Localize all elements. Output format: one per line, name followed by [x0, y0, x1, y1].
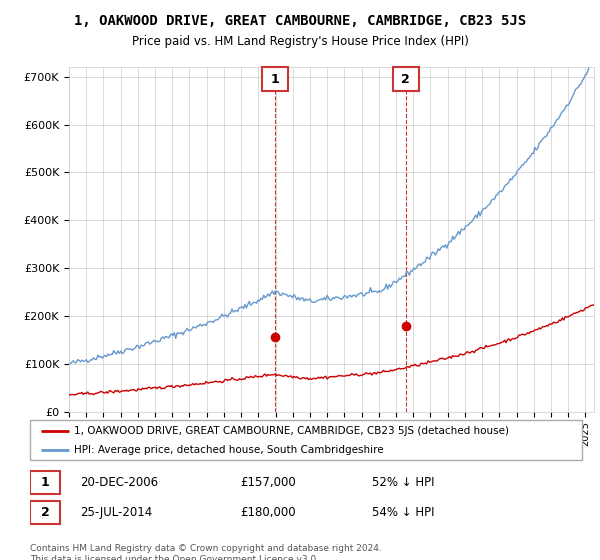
- FancyBboxPatch shape: [262, 67, 288, 91]
- Text: HPI: Average price, detached house, South Cambridgeshire: HPI: Average price, detached house, Sout…: [74, 445, 384, 455]
- Text: Contains HM Land Registry data © Crown copyright and database right 2024.
This d: Contains HM Land Registry data © Crown c…: [30, 544, 382, 560]
- FancyBboxPatch shape: [30, 501, 61, 525]
- Text: 1, OAKWOOD DRIVE, GREAT CAMBOURNE, CAMBRIDGE, CB23 5JS: 1, OAKWOOD DRIVE, GREAT CAMBOURNE, CAMBR…: [74, 14, 526, 28]
- Text: 2: 2: [401, 73, 410, 86]
- Text: 20-DEC-2006: 20-DEC-2006: [80, 476, 158, 489]
- Text: 52% ↓ HPI: 52% ↓ HPI: [372, 476, 435, 489]
- FancyBboxPatch shape: [392, 67, 419, 91]
- Text: Price paid vs. HM Land Registry's House Price Index (HPI): Price paid vs. HM Land Registry's House …: [131, 35, 469, 48]
- Text: 1, OAKWOOD DRIVE, GREAT CAMBOURNE, CAMBRIDGE, CB23 5JS (detached house): 1, OAKWOOD DRIVE, GREAT CAMBOURNE, CAMBR…: [74, 426, 509, 436]
- Text: 1: 1: [271, 73, 280, 86]
- FancyBboxPatch shape: [30, 470, 61, 494]
- Text: 2: 2: [41, 506, 50, 519]
- Text: £157,000: £157,000: [240, 476, 296, 489]
- FancyBboxPatch shape: [30, 420, 582, 460]
- Text: 25-JUL-2014: 25-JUL-2014: [80, 506, 152, 519]
- Text: 54% ↓ HPI: 54% ↓ HPI: [372, 506, 435, 519]
- Text: 1: 1: [41, 476, 50, 489]
- Text: £180,000: £180,000: [240, 506, 295, 519]
